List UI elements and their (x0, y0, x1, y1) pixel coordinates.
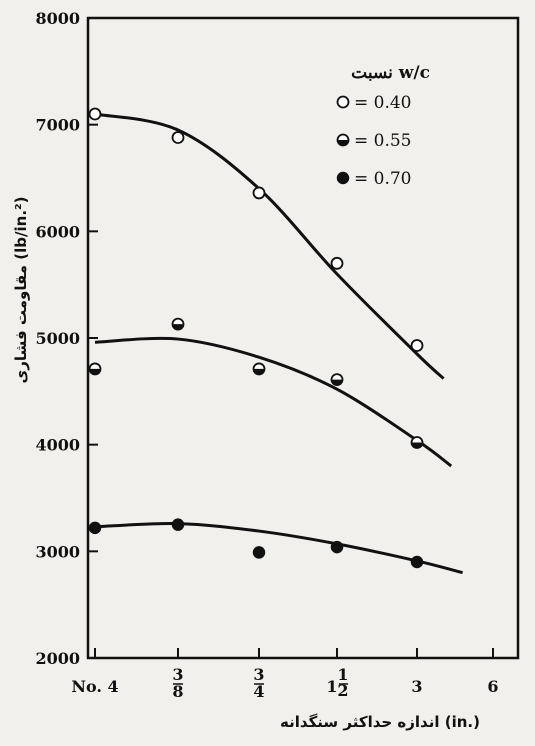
data-point-series-1 (410, 339, 424, 352)
data-point-series-2 (171, 317, 185, 331)
y-tick-label: 3000 (35, 542, 80, 561)
x-tick-label: 112 (326, 665, 348, 700)
y-tick-label: 2000 (35, 649, 80, 668)
x-tick-label: 6 (487, 677, 498, 696)
svg-text:3: 3 (253, 665, 264, 684)
svg-text:4: 4 (253, 682, 264, 701)
series-curve-2 (94, 336, 453, 468)
series-curve-3 (94, 522, 463, 575)
data-point-series-3 (252, 546, 266, 559)
svg-text:1: 1 (326, 677, 337, 696)
y-axis-title: مقاومت فشاری (lb/in.²) (12, 197, 30, 384)
x-tick-label: 34 (253, 665, 264, 701)
series-curve-1 (94, 112, 445, 380)
y-tick-label: 4000 (35, 436, 80, 455)
svg-text:2: 2 (337, 681, 348, 700)
legend-label-1: = 0.40 (354, 93, 412, 113)
legend: نسبت w/c = 0.40 = 0.55 = 0.70 (336, 63, 430, 189)
data-point-series-3 (171, 518, 185, 531)
x-axis-title: اندازه حداکثر سنگدانه (in.) (280, 713, 480, 731)
y-tick-label: 5000 (35, 329, 80, 348)
data-point-series-2 (330, 373, 344, 387)
y-axis: 2000 3000 4000 5000 6000 7000 8000 (35, 9, 98, 668)
y-tick-label: 6000 (35, 222, 80, 241)
legend-label-3: = 0.70 (354, 169, 412, 189)
data-point-series-2 (252, 362, 266, 376)
y-tick-label: 8000 (35, 9, 80, 28)
legend-marker-1 (336, 95, 350, 109)
legend-label-2: = 0.55 (354, 131, 412, 151)
legend-marker-2 (336, 133, 350, 147)
data-point-series-2 (410, 436, 424, 449)
y-tick-label: 7000 (35, 116, 80, 135)
data-point-series-2 (88, 362, 102, 376)
svg-text:8: 8 (172, 682, 183, 701)
legend-marker-3 (336, 171, 350, 185)
x-tick-label: 38 (172, 665, 183, 701)
data-point-series-3 (410, 555, 424, 569)
data-point-series-3 (330, 540, 344, 554)
data-point-series-1 (252, 186, 266, 200)
data-point-series-1 (330, 256, 344, 270)
svg-text:3: 3 (172, 665, 183, 684)
x-tick-label: 3 (411, 677, 422, 696)
legend-title: نسبت w/c (351, 63, 430, 83)
data-point-series-1 (171, 131, 185, 144)
data-point-series-3 (88, 521, 102, 535)
svg-text:1: 1 (337, 665, 348, 684)
x-tick-label: No. 4 (71, 677, 118, 696)
data-points (88, 107, 424, 569)
data-point-series-1 (88, 107, 102, 121)
